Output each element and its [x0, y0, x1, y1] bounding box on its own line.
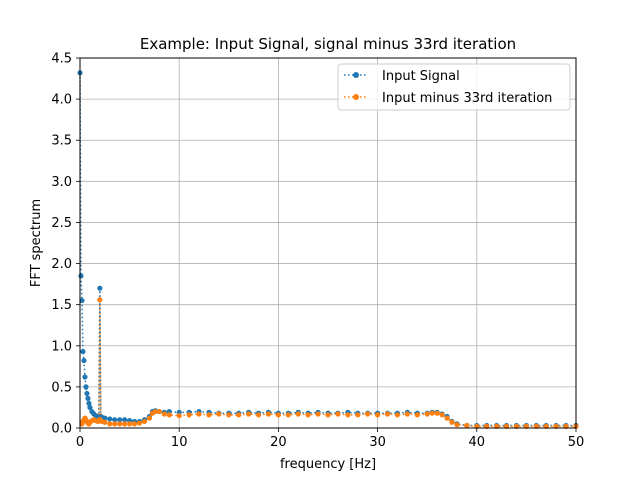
- series-1-point: [136, 420, 143, 426]
- x-tick-label: 40: [469, 435, 486, 450]
- y-tick-label: 1.0: [51, 339, 72, 354]
- plot-frame: [79, 57, 577, 429]
- series-0-point: [102, 415, 108, 421]
- series-1-point: [414, 412, 420, 418]
- series-0-point: [86, 400, 92, 406]
- series-1-point: [305, 412, 311, 418]
- series-1-point: [275, 412, 281, 418]
- series-1-point: [246, 411, 252, 417]
- series-1-point: [236, 412, 242, 418]
- y-tick-label: 0.5: [51, 380, 72, 395]
- series-1-point: [434, 410, 440, 416]
- series-0-point: [122, 417, 128, 423]
- y-tick-label: 2.5: [51, 216, 72, 231]
- series-0-point: [82, 374, 88, 380]
- series-1-point: [196, 411, 202, 417]
- series-1-point: [152, 408, 158, 415]
- series-1-point: [146, 415, 153, 421]
- series-1-point: [255, 412, 262, 418]
- series-0-point: [85, 395, 91, 401]
- series-1-point: [131, 421, 138, 427]
- series-1-point: [285, 412, 291, 418]
- series-1-point: [265, 411, 272, 417]
- series-1-point: [141, 418, 148, 425]
- series-0-point: [78, 273, 84, 279]
- series-1-point: [156, 408, 162, 415]
- y-tick-label: 0.0: [51, 422, 72, 437]
- series-1-point: [127, 421, 133, 427]
- series-1-point: [97, 297, 103, 303]
- axis-ticks: 0 10 20 30 40 50 0.0 0.5 1.0 1.5 2.0 2.5 3.0 3.5 4.0 4.…: [51, 52, 584, 451]
- series-1-point: [226, 412, 232, 418]
- series-0-point: [87, 404, 93, 411]
- series-0-point: [117, 417, 123, 423]
- series-1-point: [429, 410, 435, 416]
- series-1-point: [365, 411, 371, 417]
- series-0-point: [81, 357, 87, 364]
- series-1-point: [206, 412, 212, 418]
- series-0-point: [80, 348, 86, 355]
- legend: Input Signal Input minus 33rd iteration: [337, 63, 571, 111]
- series-1-point: [394, 412, 401, 418]
- series-1-point: [112, 421, 118, 427]
- series-0-point: [84, 390, 90, 397]
- series-1-point: [375, 412, 381, 418]
- series-1-point: [295, 411, 301, 417]
- series-1-point: [216, 411, 222, 417]
- series-0-point: [83, 384, 89, 390]
- series-1-point: [345, 412, 351, 418]
- series-1-point: [335, 411, 341, 417]
- legend-marker-input-minus: [353, 94, 359, 100]
- x-tick-label: 30: [369, 435, 386, 450]
- series-1-point: [186, 412, 192, 418]
- series-1-point: [161, 411, 167, 417]
- series-0-point: [112, 417, 118, 423]
- series-1-point: [464, 422, 470, 429]
- legend-box: [337, 63, 571, 111]
- series-layer: [77, 70, 579, 429]
- gridlines: [79, 57, 577, 429]
- x-tick-label: 20: [270, 435, 287, 450]
- y-tick-label: 3.5: [51, 134, 72, 149]
- y-tick-label: 4.0: [51, 93, 72, 108]
- series-1-point: [384, 411, 391, 417]
- series-1-point: [355, 412, 361, 418]
- series-1-point: [404, 411, 410, 417]
- y-tick-label: 4.5: [51, 52, 72, 67]
- y-tick-label: 1.5: [51, 298, 72, 313]
- series-1-point: [117, 421, 123, 427]
- series-1-point: [315, 411, 321, 417]
- series-1-point: [424, 411, 430, 417]
- y-axis-title: FFT spectrum: [29, 199, 44, 287]
- legend-marker-input-signal: [353, 72, 359, 78]
- series-1-point: [454, 422, 460, 428]
- legend-label-input-minus: Input minus 33rd iteration: [382, 91, 552, 106]
- x-axis-title: frequency [Hz]: [280, 457, 376, 472]
- series-1-point: [166, 412, 172, 418]
- y-tick-label: 2.0: [51, 257, 72, 272]
- series-0-point: [107, 416, 113, 422]
- series-1-point: [449, 419, 455, 425]
- x-tick-label: 50: [568, 435, 585, 450]
- x-tick-label: 10: [171, 435, 188, 450]
- series-1-point: [102, 419, 108, 425]
- series-0-point: [79, 297, 85, 304]
- series-1-point: [176, 413, 182, 419]
- series-1-point: [439, 412, 445, 418]
- series-1-point: [444, 415, 450, 421]
- y-tick-label: 3.0: [51, 175, 72, 190]
- series-1-point: [107, 421, 113, 427]
- x-tick-label: 0: [76, 435, 84, 450]
- series-1-point: [122, 421, 128, 427]
- legend-label-input-signal: Input Signal: [382, 69, 460, 84]
- series-0-point: [97, 285, 103, 291]
- series-1-point: [325, 412, 331, 418]
- chart-title: Example: Input Signal, signal minus 33rd…: [140, 35, 516, 53]
